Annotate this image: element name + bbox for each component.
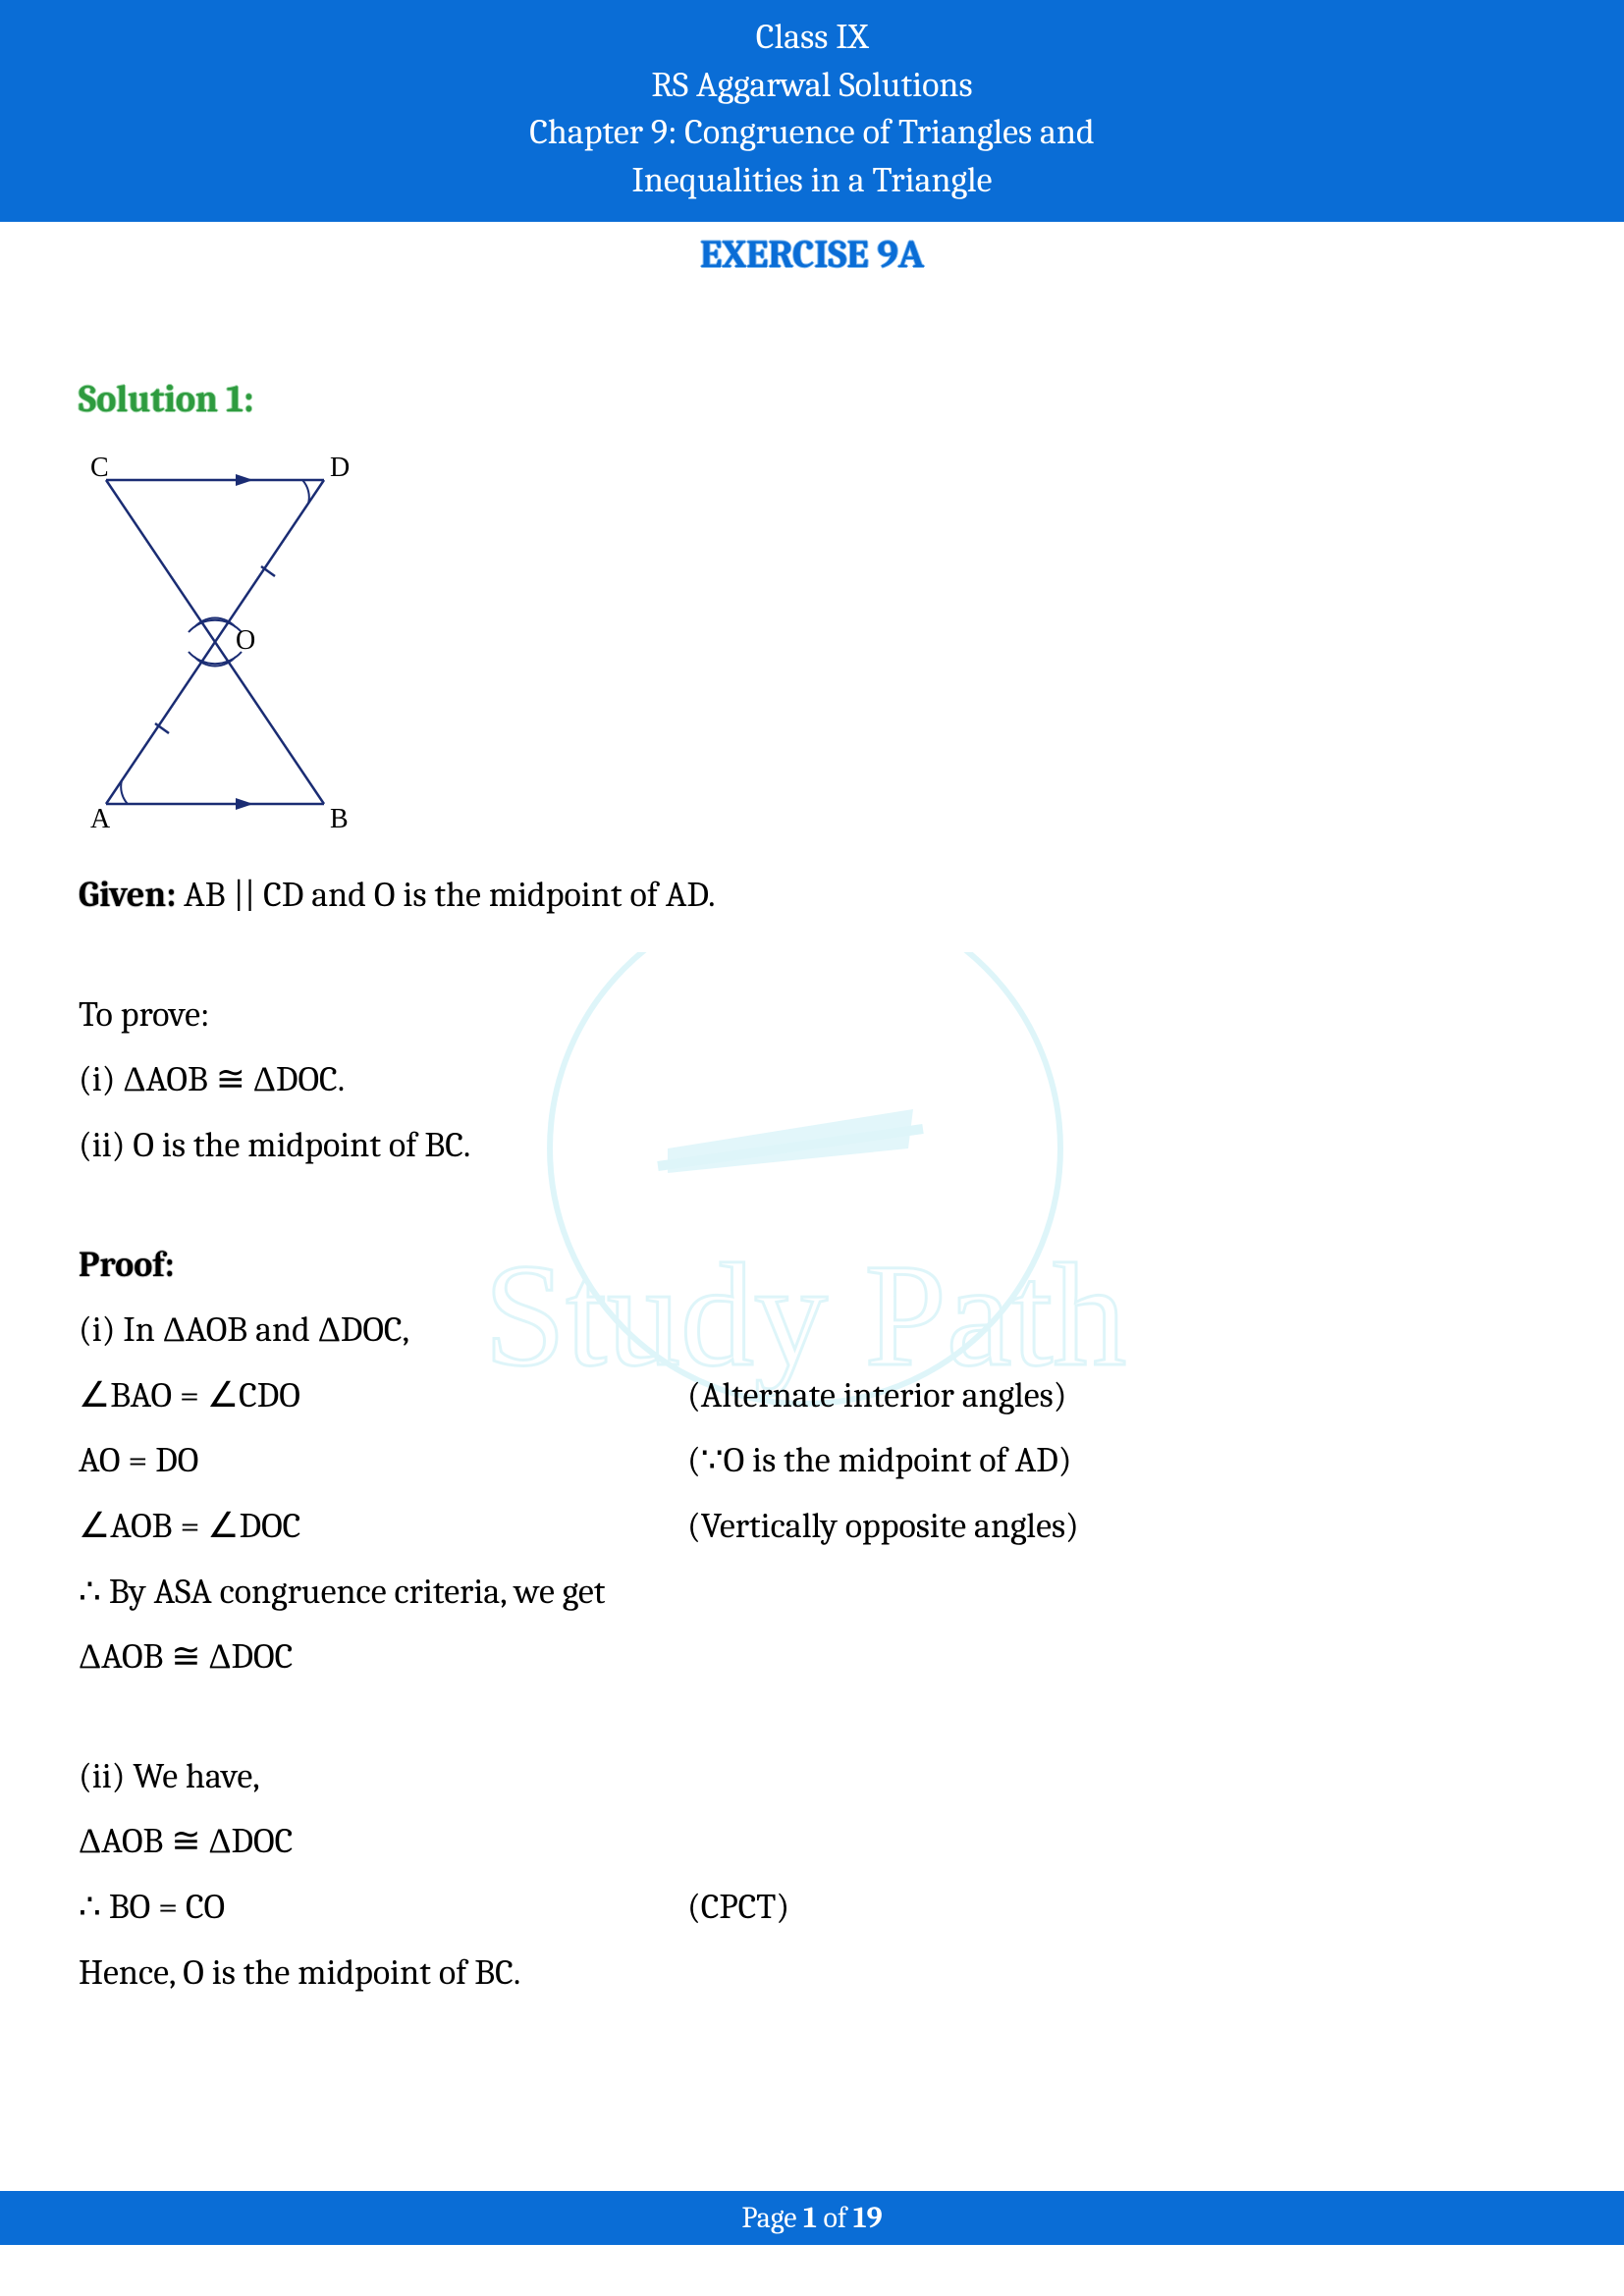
to-prove-2: (ii) O is the midpoint of BC. xyxy=(79,1113,1545,1179)
exercise-title: EXERCISE 9A xyxy=(0,232,1624,277)
label-c: C xyxy=(90,453,109,483)
header-class: Class IX xyxy=(0,14,1624,62)
label-a: A xyxy=(90,804,111,833)
proof-row: AO = DO (∵O is the midpoint of AD) xyxy=(79,1428,1545,1494)
header-banner: Class IX RS Aggarwal Solutions Chapter 9… xyxy=(0,0,1624,222)
proof-lhs: ∠AOB = ∠DOC xyxy=(79,1494,687,1560)
congruence-line: ΔAOB ≅ ΔDOC xyxy=(79,1625,1545,1690)
proof-i-intro: (i) In ΔAOB and ΔDOC, xyxy=(79,1298,1545,1363)
asa-line: ∴ By ASA congruence criteria, we get xyxy=(79,1560,1545,1626)
proof-row: ∠BAO = ∠CDO (Alternate interior angles) xyxy=(79,1363,1545,1429)
proof-rhs: (Vertically opposite angles) xyxy=(687,1494,1079,1560)
footer-current: 1 xyxy=(803,2201,817,2235)
proof-rhs: (∵O is the midpoint of AD) xyxy=(687,1428,1072,1494)
header-book: RS Aggarwal Solutions xyxy=(0,62,1624,110)
label-b: B xyxy=(330,804,349,833)
to-prove-label: To prove: xyxy=(79,983,1545,1048)
label-d: D xyxy=(330,453,350,483)
header-chapter-2: Inequalities in a Triangle xyxy=(0,157,1624,205)
proof-row: ∠AOB = ∠DOC (Vertically opposite angles) xyxy=(79,1494,1545,1560)
given-line: Given: AB || CD and O is the midpoint of… xyxy=(79,863,1545,929)
bo-co-rhs: (CPCT) xyxy=(687,1875,789,1941)
proof-lhs: AO = DO xyxy=(79,1428,687,1494)
given-text: AB || CD and O is the midpoint of AD. xyxy=(176,875,715,915)
footer-of: of xyxy=(817,2201,853,2235)
proof-lhs: ∠BAO = ∠CDO xyxy=(79,1363,687,1429)
proof-row: ∴ BO = CO (CPCT) xyxy=(79,1875,1545,1941)
proof-rhs: (Alternate interior angles) xyxy=(687,1363,1067,1429)
hence-line: Hence, O is the midpoint of BC. xyxy=(79,1941,1545,2006)
header-chapter-1: Chapter 9: Congruence of Triangles and xyxy=(0,109,1624,157)
triangle-diagram: C D A B O xyxy=(79,441,1545,856)
bo-co-lhs: ∴ BO = CO xyxy=(79,1875,687,1941)
given-label: Given: xyxy=(79,875,176,915)
to-prove-1: (i) ΔAOB ≅ ΔDOC. xyxy=(79,1047,1545,1113)
footer-prefix: Page xyxy=(741,2201,803,2235)
content-area: Solution 1: C D xyxy=(0,365,1624,2005)
footer-total: 19 xyxy=(853,2201,883,2235)
proof-label: Proof: xyxy=(79,1245,174,1285)
part-ii-congruence: ΔAOB ≅ ΔDOC xyxy=(79,1809,1545,1875)
part-ii-intro: (ii) We have, xyxy=(79,1744,1545,1810)
footer-banner: Page 1 of 19 xyxy=(0,2191,1624,2245)
solution-heading: Solution 1: xyxy=(79,365,1545,434)
label-o: O xyxy=(236,625,255,656)
